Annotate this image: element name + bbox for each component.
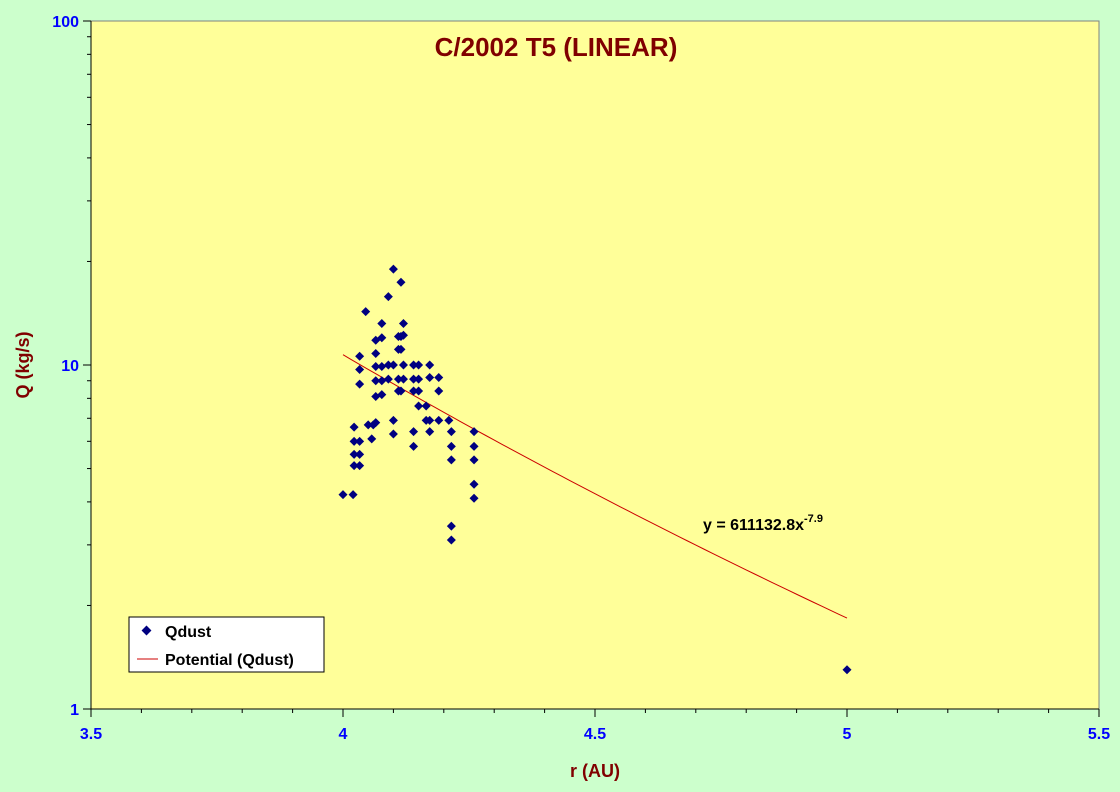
data-point bbox=[425, 415, 435, 425]
y-tick-label: 100 bbox=[52, 14, 79, 31]
legend-marker-qdust bbox=[141, 625, 152, 636]
data-point bbox=[383, 360, 393, 370]
data-point bbox=[383, 374, 393, 384]
data-point bbox=[371, 362, 381, 372]
data-point bbox=[398, 319, 408, 329]
data-point bbox=[414, 401, 424, 411]
data-point bbox=[371, 376, 381, 386]
data-point bbox=[469, 479, 479, 489]
data-point bbox=[377, 376, 387, 386]
data-point bbox=[367, 434, 377, 444]
trend-equation-exponent: -7.9 bbox=[804, 513, 823, 525]
x-tick-label: 4.5 bbox=[584, 726, 606, 743]
data-point bbox=[388, 429, 398, 439]
data-point bbox=[355, 351, 365, 361]
y-tick-label: 10 bbox=[61, 358, 79, 375]
data-point bbox=[409, 360, 419, 370]
x-axis-title: r (AU) bbox=[570, 761, 620, 781]
x-tick-label: 5.5 bbox=[1088, 726, 1110, 743]
data-point bbox=[414, 386, 424, 396]
y-axis-title: Q (kg/s) bbox=[13, 331, 33, 398]
data-point bbox=[383, 292, 393, 302]
data-point bbox=[396, 277, 406, 287]
data-point bbox=[414, 360, 424, 370]
data-point bbox=[377, 390, 387, 400]
data-point bbox=[393, 374, 403, 384]
x-tick-label: 3.5 bbox=[80, 726, 102, 743]
data-point bbox=[446, 455, 456, 465]
data-point bbox=[349, 461, 359, 471]
data-point bbox=[348, 490, 358, 500]
data-point bbox=[425, 427, 435, 437]
data-point bbox=[377, 362, 387, 372]
legend: Qdust Potential (Qdust) bbox=[128, 616, 325, 673]
data-point bbox=[355, 449, 365, 459]
x-tick-label: 5 bbox=[843, 726, 852, 743]
data-point bbox=[434, 415, 444, 425]
data-point bbox=[446, 521, 456, 531]
legend-box bbox=[128, 616, 325, 673]
data-point bbox=[355, 461, 365, 471]
data-point bbox=[371, 418, 381, 428]
data-point bbox=[349, 449, 359, 459]
data-point bbox=[469, 427, 479, 437]
data-point bbox=[363, 420, 373, 430]
data-point bbox=[434, 386, 444, 396]
data-point bbox=[388, 360, 398, 370]
data-point bbox=[425, 360, 435, 370]
data-point bbox=[338, 490, 348, 500]
trend-equation-base: y = 611132.8x bbox=[703, 517, 804, 534]
data-point bbox=[446, 427, 456, 437]
data-point bbox=[361, 307, 371, 317]
chart-title: C/2002 T5 (LINEAR) bbox=[435, 32, 678, 62]
trend-equation: y = 611132.8x-7.9 bbox=[703, 513, 823, 534]
data-point bbox=[446, 441, 456, 451]
x-axis: 3.5 4 4.5 5 5.5 bbox=[80, 708, 1110, 743]
x-tick-label: 4 bbox=[339, 726, 348, 743]
data-point bbox=[421, 401, 431, 411]
data-point bbox=[377, 333, 387, 343]
data-point bbox=[414, 374, 424, 384]
data-point bbox=[349, 436, 359, 446]
data-point bbox=[469, 441, 479, 451]
data-point bbox=[398, 360, 408, 370]
data-point bbox=[355, 379, 365, 389]
data-point bbox=[434, 372, 444, 382]
data-point bbox=[409, 386, 419, 396]
y-axis: 1 10 100 bbox=[52, 14, 92, 719]
data-point bbox=[377, 319, 387, 329]
data-point bbox=[388, 415, 398, 425]
data-point bbox=[396, 386, 406, 396]
legend-label-qdust: Qdust bbox=[165, 624, 212, 641]
data-point bbox=[371, 349, 381, 359]
y-tick-label: 1 bbox=[70, 702, 79, 719]
data-points bbox=[338, 264, 852, 675]
plot-area bbox=[90, 20, 1100, 710]
data-point bbox=[469, 455, 479, 465]
legend-label-trend: Potential (Qdust) bbox=[165, 652, 294, 669]
data-point bbox=[409, 374, 419, 384]
data-point bbox=[398, 374, 408, 384]
data-point bbox=[469, 493, 479, 503]
data-point bbox=[444, 415, 454, 425]
data-point bbox=[842, 665, 852, 675]
data-point bbox=[355, 365, 365, 375]
data-point bbox=[425, 372, 435, 382]
data-point bbox=[388, 264, 398, 274]
data-point bbox=[446, 535, 456, 545]
data-point bbox=[349, 422, 359, 432]
data-point bbox=[396, 344, 406, 354]
data-point bbox=[409, 427, 419, 437]
data-point bbox=[355, 436, 365, 446]
data-point bbox=[409, 441, 419, 451]
data-point bbox=[398, 330, 408, 340]
